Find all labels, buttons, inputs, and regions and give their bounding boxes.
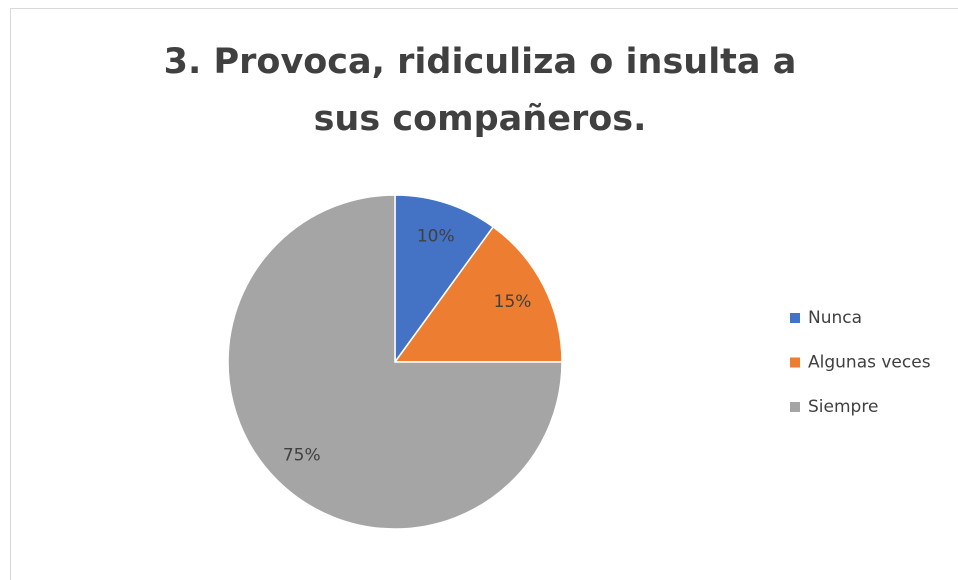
value-label: 75%	[283, 445, 321, 465]
pie-slice	[393, 225, 563, 363]
legend-label: Algunas veces	[808, 353, 931, 373]
legend-label: Nunca	[808, 308, 862, 328]
chart-title: 3. Provoca, ridiculiza o insulta a sus c…	[163, 42, 797, 139]
value-label: 10%	[417, 227, 455, 247]
legend-swatch	[790, 357, 800, 368]
value-label: 15%	[494, 292, 532, 312]
legend-label: Siempre	[808, 397, 878, 417]
pie-slice	[394, 194, 495, 365]
pie-slice	[227, 194, 563, 530]
legend-swatch	[790, 313, 800, 323]
chart-border	[10, 8, 958, 580]
legend-swatch	[790, 402, 800, 412]
